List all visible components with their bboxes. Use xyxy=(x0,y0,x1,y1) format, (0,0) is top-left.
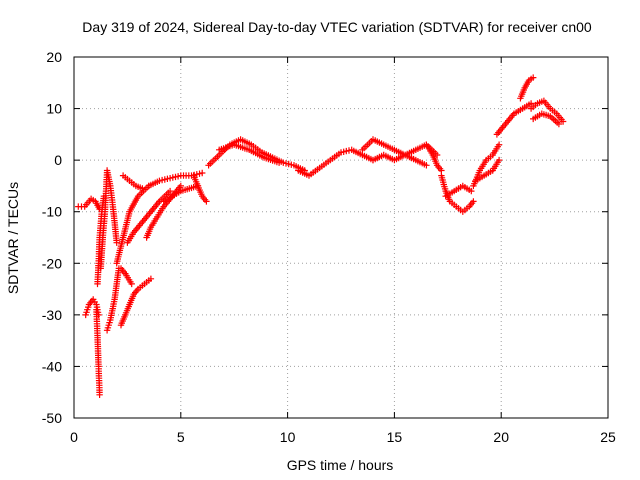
y-tick-label: -20 xyxy=(42,255,62,271)
series-s06 xyxy=(103,265,123,334)
series-s23 xyxy=(442,182,475,200)
series-s09 xyxy=(117,265,135,288)
data-marks xyxy=(75,74,567,398)
series-s05 xyxy=(97,167,120,272)
y-tick-label: -10 xyxy=(42,204,62,220)
data-point xyxy=(559,118,567,125)
data-point xyxy=(495,156,503,164)
axis-tick-labels: 0 5 10 15 20 25 -50 -40 -30 -20 -10 0 10 20 xyxy=(42,49,616,445)
y-tick-label: -50 xyxy=(42,410,62,426)
series-s19 xyxy=(359,136,441,159)
data-point xyxy=(96,391,103,398)
series-s15 xyxy=(190,172,210,205)
data-point xyxy=(128,280,135,288)
series-s29 xyxy=(530,110,563,128)
axis-ticks xyxy=(73,56,609,419)
y-axis-label: SDTVAR / TECUs xyxy=(5,182,21,294)
y-tick-label: -30 xyxy=(42,307,62,323)
series-s25 xyxy=(472,156,503,184)
data-point xyxy=(555,120,563,128)
series-s28 xyxy=(527,97,567,125)
x-tick-label: 15 xyxy=(387,429,403,445)
x-tick-label: 10 xyxy=(280,429,296,445)
series-s24 xyxy=(470,141,503,190)
series-s01 xyxy=(75,195,103,213)
data-point xyxy=(203,198,210,205)
y-tick-label: 0 xyxy=(54,152,62,168)
data-point xyxy=(275,159,283,166)
x-axis-label: GPS time / hours xyxy=(287,457,394,473)
data-point xyxy=(423,162,430,169)
series-s10 xyxy=(119,172,146,192)
data-point xyxy=(530,74,537,81)
y-tick-label: 10 xyxy=(46,101,62,117)
data-point xyxy=(139,185,146,192)
series-s08 xyxy=(117,275,155,329)
chart-title: Day 319 of 2024, Sidereal Day-to-day VTE… xyxy=(82,19,592,35)
series-s17 xyxy=(216,141,283,166)
data-point xyxy=(147,275,155,282)
x-tick-label: 5 xyxy=(177,429,185,445)
plot-frame xyxy=(73,56,609,419)
data-point xyxy=(113,239,120,246)
series-s03 xyxy=(93,306,103,398)
series-s27 xyxy=(517,74,537,102)
data-point xyxy=(470,198,477,205)
series-s20 xyxy=(369,151,430,169)
data-point xyxy=(199,169,206,177)
x-tick-label: 20 xyxy=(493,429,509,445)
data-point xyxy=(495,141,503,148)
y-tick-label: 20 xyxy=(46,49,62,65)
series-s21 xyxy=(423,141,445,174)
data-point xyxy=(468,187,475,195)
y-tick-label: -40 xyxy=(42,358,62,374)
x-tick-label: 0 xyxy=(70,429,78,445)
series-s26 xyxy=(493,100,535,138)
series-s07 xyxy=(113,182,152,267)
x-tick-label: 25 xyxy=(600,429,616,445)
data-point xyxy=(166,187,174,195)
